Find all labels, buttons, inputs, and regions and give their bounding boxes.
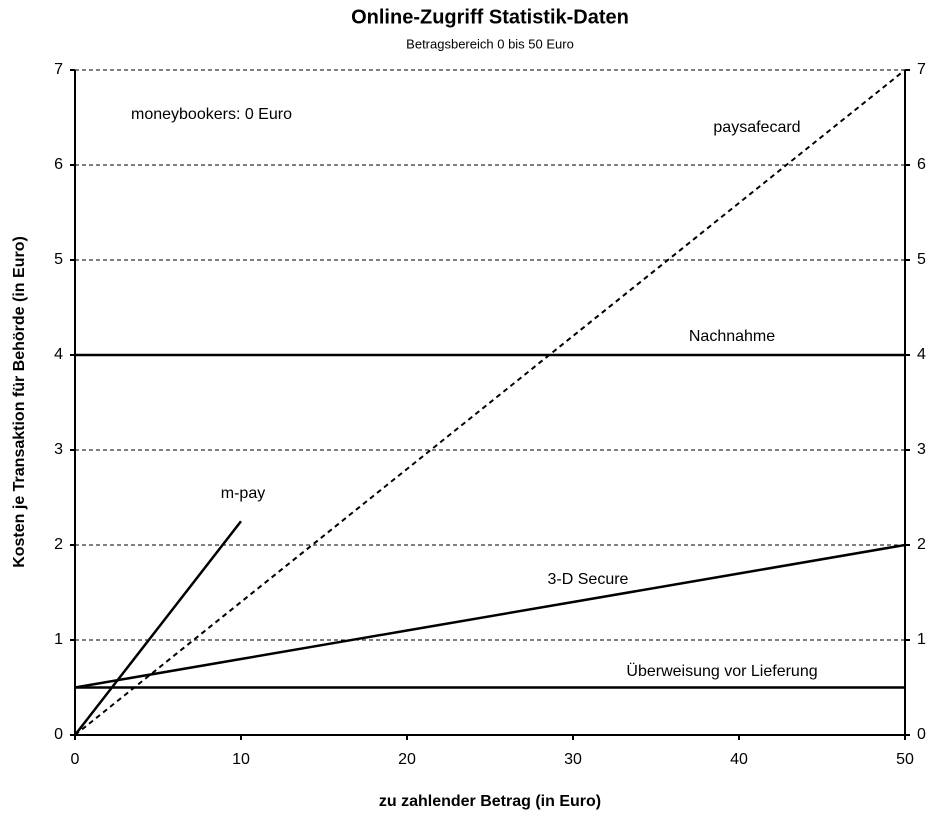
y-tick-label: 5 — [54, 251, 63, 268]
x-tick-label: 30 — [564, 751, 582, 768]
series-label: 3-D Secure — [548, 571, 629, 588]
series-label: Nachnahme — [689, 328, 775, 345]
y2-tick-label: 2 — [917, 536, 926, 553]
series-label: m-pay — [221, 485, 265, 502]
series-line — [74, 520, 242, 736]
chart-title: Online-Zugriff Statistik-Daten — [351, 6, 629, 28]
y-tick-label: 3 — [54, 441, 63, 458]
y-axis-label: Kosten je Transaktion für Behörde (in Eu… — [11, 236, 28, 568]
chart-subtitle: Betragsbereich 0 bis 50 Euro — [406, 36, 574, 51]
y-tick-label: 6 — [54, 156, 63, 173]
x-tick-label: 0 — [71, 751, 80, 768]
x-tick-label: 50 — [896, 751, 914, 768]
series-line — [74, 543, 906, 689]
y-tick-label: 4 — [54, 346, 63, 363]
y2-tick-label: 4 — [917, 346, 926, 363]
x-tick-label: 10 — [232, 751, 250, 768]
y2-tick-label: 3 — [917, 441, 926, 458]
y2-tick-label: 1 — [917, 631, 926, 648]
x-axis-label: zu zahlender Betrag (in Euro) — [379, 793, 601, 810]
y2-tick-label: 7 — [917, 61, 926, 78]
annotation: moneybookers: 0 Euro — [131, 106, 292, 123]
y2-tick-label: 6 — [917, 156, 926, 173]
x-tick-label: 40 — [730, 751, 748, 768]
y-tick-label: 7 — [54, 61, 63, 78]
y2-tick-label: 0 — [917, 726, 926, 743]
y2-tick-label: 5 — [917, 251, 926, 268]
series-label: paysafecard — [713, 119, 800, 136]
x-tick-label: 20 — [398, 751, 416, 768]
y-tick-label: 2 — [54, 536, 63, 553]
y-tick-label: 0 — [54, 726, 63, 743]
y-tick-label: 1 — [54, 631, 63, 648]
series-label: Überweisung vor Lieferung — [626, 662, 817, 680]
series-line — [74, 69, 906, 736]
